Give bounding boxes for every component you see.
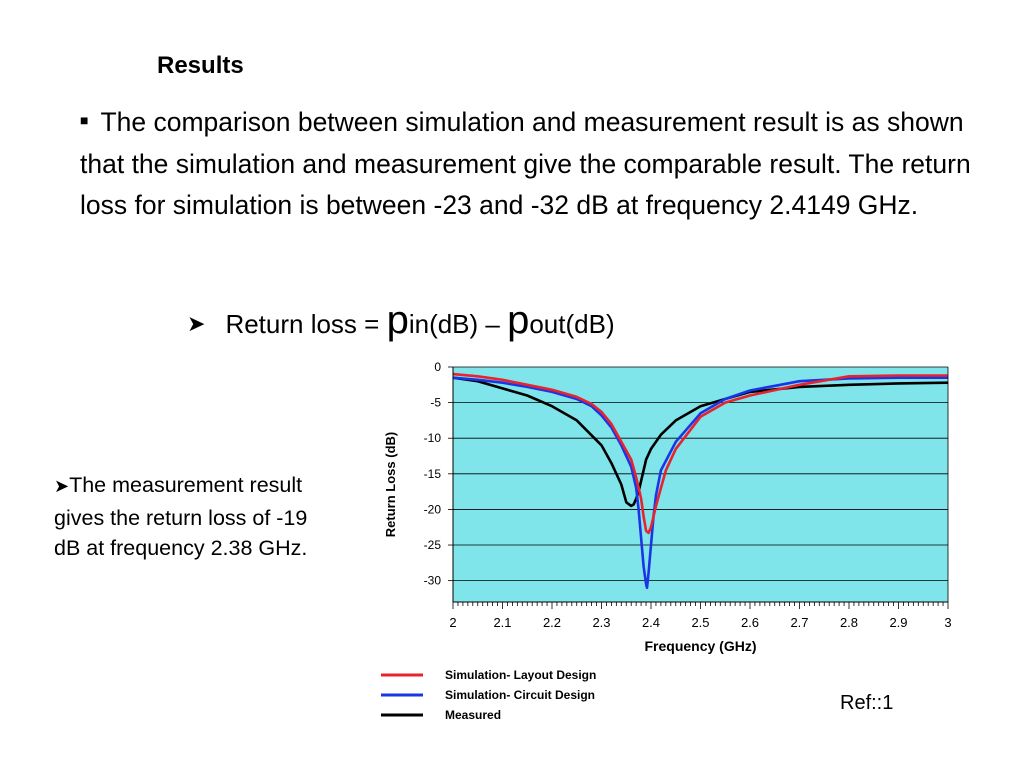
x-tick-labels: 2 2.1 2.2 2.3 2.4 2.5 2.6 2.7 2.8 2.9 3 — [449, 615, 951, 630]
legend-label: Simulation- Layout Design — [445, 668, 596, 682]
x-tick-label: 2.9 — [889, 615, 907, 630]
measurement-note: ➤The measurement result gives the return… — [54, 470, 324, 564]
return-loss-formula: ➤ Return loss = pin(dB) – pout(dB) — [187, 298, 615, 343]
body-paragraph: ■ The comparison between simulation and m… — [80, 100, 980, 227]
axes — [448, 366, 949, 609]
x-tick-label: 2.6 — [741, 615, 759, 630]
return-loss-chart: 0 -5 -10 -15 -20 -25 -30 2 2.1 2.2 2.3 2.4 2.5 2.6 2.… — [373, 360, 973, 722]
formula-sub-in: in(dB) – — [408, 309, 508, 339]
x-tick-label: 2.7 — [790, 615, 808, 630]
x-tick-label: 2 — [449, 615, 456, 630]
formula-symbol-p-out: p — [507, 298, 530, 342]
arrow-bullet-icon: ➤ — [54, 476, 70, 497]
x-tick-label: 2.2 — [543, 615, 561, 630]
paragraph-text: The comparison between simulation and me… — [80, 107, 971, 220]
y-tick-label: -20 — [424, 502, 442, 516]
reference-label: Ref::1 — [840, 692, 894, 714]
y-tick-label: -25 — [424, 538, 442, 552]
legend-label: Measured — [445, 708, 501, 722]
x-tick-label: 2.1 — [493, 615, 511, 630]
series-lines — [452, 372, 949, 590]
x-tick-label: 3 — [944, 615, 951, 630]
y-axis-label: Return Loss (dB) — [383, 432, 398, 537]
y-tick-labels: 0 -5 -10 -15 -20 -25 -30 — [424, 360, 442, 588]
slide-heading: Results — [157, 52, 244, 79]
measurement-note-text: The measurement result gives the return … — [54, 473, 308, 560]
x-tick-label: 2.3 — [592, 615, 610, 630]
arrow-bullet-icon: ➤ — [187, 312, 206, 337]
gridlines — [453, 366, 948, 582]
y-tick-label: -30 — [424, 574, 442, 588]
y-tick-label: -5 — [430, 396, 441, 410]
series-line-simulation-circuit-design — [452, 376, 948, 590]
x-tick-label: 2.8 — [840, 615, 858, 630]
chart-legend: Simulation- Layout Design Simulation- Cir… — [381, 668, 596, 722]
y-tick-label: -15 — [424, 467, 442, 481]
x-axis-label: Frequency (GHz) — [644, 638, 756, 654]
formula-symbol-p-in: p — [386, 298, 409, 342]
formula-sub-out: out(dB) — [529, 309, 615, 339]
y-tick-label: 0 — [434, 360, 441, 374]
y-tick-label: -10 — [424, 431, 442, 445]
series-line-simulation-layout-design — [452, 372, 948, 535]
formula-prefix: Return loss = — [225, 309, 387, 339]
square-bullet-icon: ■ — [80, 112, 89, 128]
x-tick-label: 2.4 — [642, 615, 660, 630]
legend-label: Simulation- Circuit Design — [445, 688, 595, 702]
x-tick-label: 2.5 — [691, 615, 709, 630]
